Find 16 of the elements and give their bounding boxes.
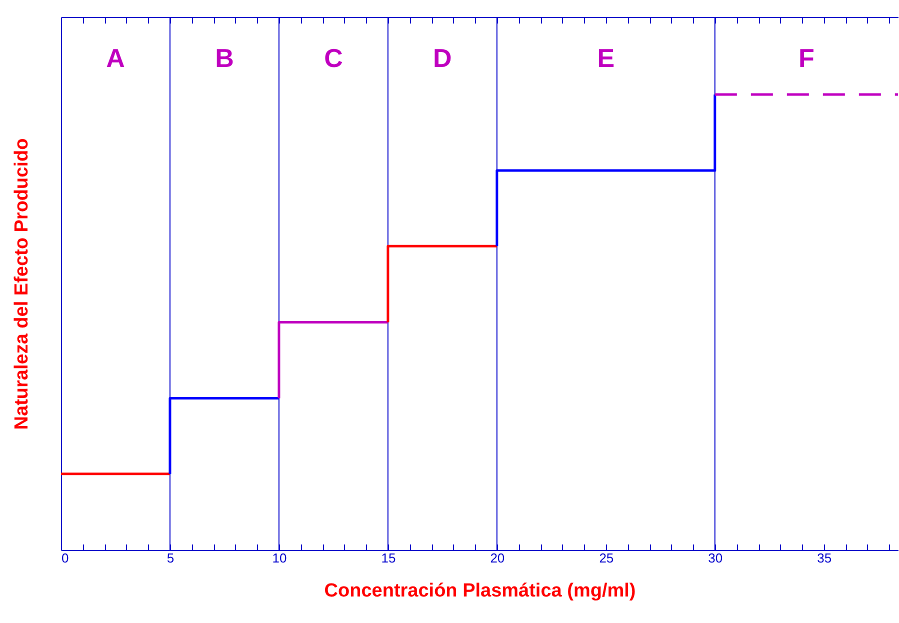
text: E xyxy=(597,43,615,73)
x-tick-label: 0 xyxy=(62,550,69,566)
text: A xyxy=(106,43,126,73)
x-tick-label: 35 xyxy=(817,550,832,566)
text: C xyxy=(324,43,344,73)
x-tick-label: 25 xyxy=(599,550,614,566)
x-tick-label: 10 xyxy=(272,550,287,566)
y-axis-title: Naturaleza del Efecto Producido xyxy=(12,138,32,430)
text: D xyxy=(433,43,452,73)
x-tick-label: 15 xyxy=(381,550,396,566)
x-tick-label: 20 xyxy=(490,550,505,566)
text: F xyxy=(798,43,814,73)
text: B xyxy=(215,43,234,73)
x-axis-title: Concentración Plasmática (mg/ml) xyxy=(324,580,636,602)
x-tick-label: 30 xyxy=(708,550,723,566)
x-tick-label: 5 xyxy=(166,550,174,566)
